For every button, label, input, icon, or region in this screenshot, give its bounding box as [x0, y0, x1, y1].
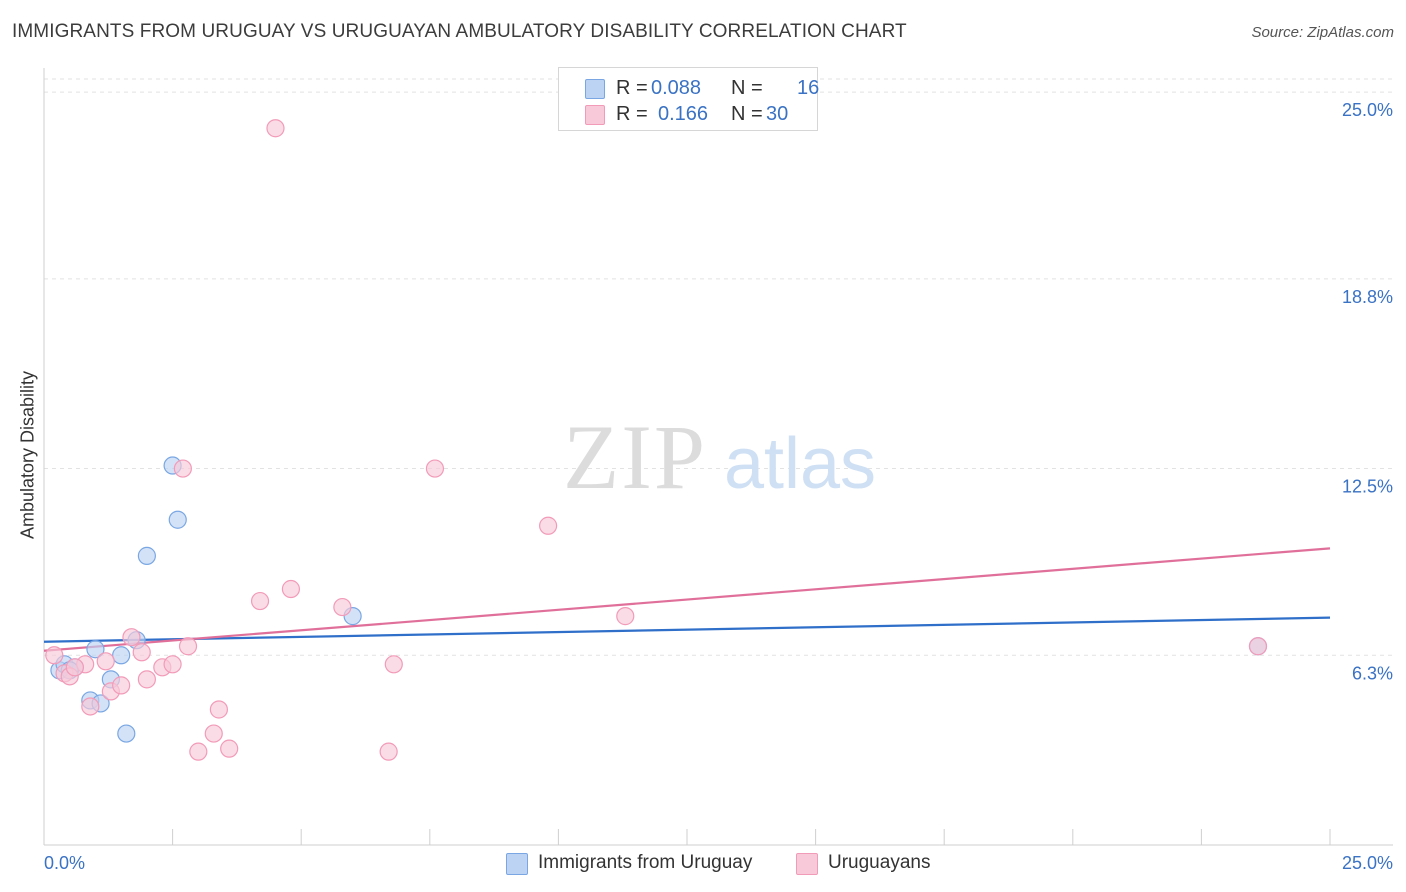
point-uruguayans [189, 742, 208, 761]
trend-lines [43, 547, 1331, 652]
point-uruguayans [178, 637, 198, 656]
point-uruguayans [81, 697, 100, 716]
point-uruguayans [384, 655, 403, 674]
legend-swatch-pink [796, 853, 818, 875]
point-uruguayans [333, 597, 352, 617]
x-tick-label-left: 0.0% [44, 853, 85, 873]
point-uruguayans [112, 676, 131, 695]
legend-swatch-blue [585, 79, 605, 99]
y-tick-labels: 6.3% 12.5% 18.8% 25.0% [1342, 100, 1393, 683]
grid-lines [44, 78, 1393, 656]
point-uruguayans [122, 628, 141, 647]
legend-label-uruguayans: Uruguayans [828, 852, 931, 873]
legend-label-immigrants: Immigrants from Uruguay [538, 852, 753, 873]
stats-legend: R = 0.088 N = 16 R = 0.166 N = 30 [558, 67, 820, 131]
point-uruguayans [220, 739, 239, 758]
y-tick-label: 18.8% [1342, 287, 1393, 307]
legend-swatch-pink [585, 105, 605, 125]
legend-n-label: N = [731, 77, 763, 99]
point-uruguayans [425, 459, 445, 478]
y-tick-label: 6.3% [1352, 663, 1393, 683]
y-tick-label: 25.0% [1342, 100, 1393, 120]
point-immigrants [117, 724, 136, 743]
legend-r-value: 0.166 [658, 103, 709, 125]
point-uruguayans [137, 670, 156, 689]
x-tick-label-right: 25.0% [1342, 853, 1393, 873]
data-points [45, 119, 1268, 761]
legend-swatch-blue [506, 853, 528, 875]
point-uruguayans [616, 607, 635, 626]
legend-n-label: N = [731, 103, 763, 125]
axes [43, 68, 1393, 846]
point-uruguayans [266, 119, 285, 138]
watermark: ZIP atlas [563, 406, 876, 508]
legend-r-value: 0.088 [651, 77, 702, 99]
y-tick-label: 12.5% [1342, 477, 1393, 497]
y-axis-label: Ambulatory Disability [17, 370, 38, 540]
point-uruguayans [132, 643, 151, 662]
legend-n-value: 30 [766, 103, 789, 125]
point-immigrants [168, 510, 187, 529]
point-uruguayans [250, 591, 270, 611]
point-uruguayans [379, 742, 398, 761]
watermark-atlas: atlas [724, 424, 876, 504]
legend-n-value: 16 [797, 77, 820, 99]
point-immigrants [86, 640, 105, 659]
point-uruguayans [173, 459, 192, 478]
point-uruguayans [65, 658, 84, 677]
point-uruguayans [163, 655, 182, 674]
point-immigrants [137, 546, 156, 565]
point-uruguayans [96, 652, 115, 671]
point-uruguayans [45, 646, 64, 665]
point-uruguayans [209, 700, 228, 719]
legend-r-label: R = [616, 77, 648, 99]
trend-line-uruguayans [43, 547, 1331, 652]
trend-line-immigrants [43, 616, 1331, 643]
point-immigrants [112, 646, 131, 665]
point-uruguayans [281, 579, 301, 599]
point-uruguayans [539, 516, 558, 535]
chart-source: Source: ZipAtlas.com [1251, 24, 1394, 41]
chart-title: IMMIGRANTS FROM URUGUAY VS URUGUAYAN AMB… [12, 21, 907, 42]
point-uruguayans [204, 724, 223, 743]
point-uruguayans [1248, 637, 1268, 656]
watermark-zip: ZIP [563, 406, 707, 508]
legend-r-label: R = [616, 103, 648, 125]
